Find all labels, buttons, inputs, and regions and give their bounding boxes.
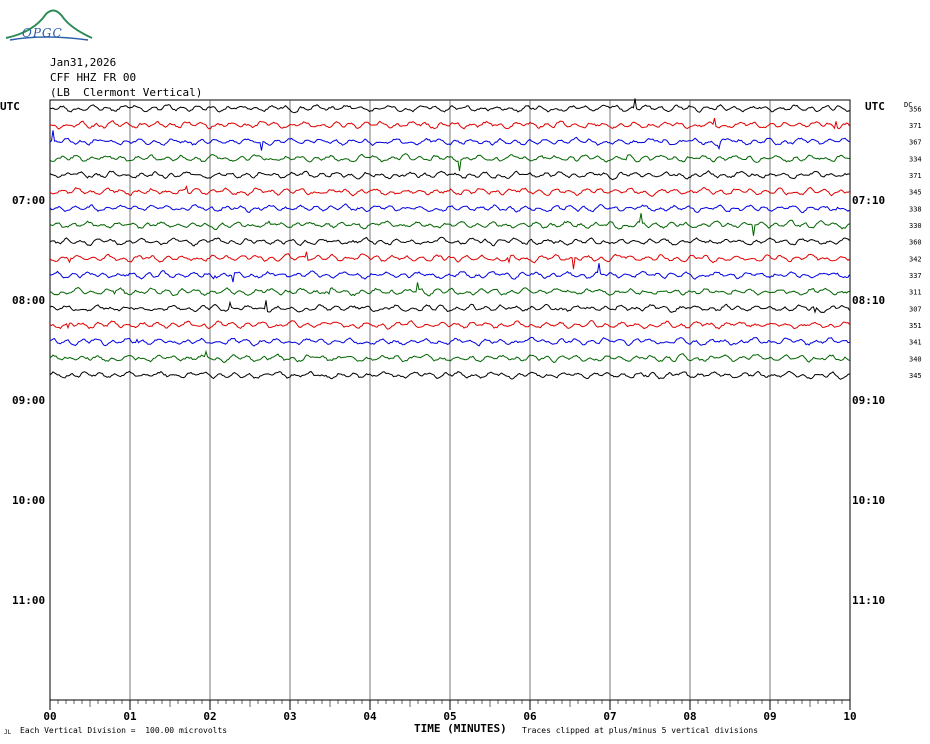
- x-tick-label: 04: [363, 710, 377, 723]
- seismic-trace: [49, 170, 850, 181]
- dc-value: 338: [909, 205, 922, 213]
- seismic-trace: [49, 117, 850, 130]
- right-hour-label: 11:10: [852, 594, 885, 607]
- dc-value: 345: [909, 189, 922, 197]
- x-tick-label: 09: [763, 710, 776, 723]
- x-tick-label: 05: [443, 710, 456, 723]
- x-axis-title: TIME (MINUTES): [414, 722, 507, 735]
- right-utc-label: UTC: [865, 100, 885, 113]
- plot-date: Jan31,2026: [50, 56, 117, 69]
- corner-mark: JL: [4, 729, 12, 736]
- x-tick-label: 06: [523, 710, 537, 723]
- seismic-trace: [49, 153, 850, 172]
- left-hour-label: 07:00: [12, 194, 45, 207]
- seismic-trace: [49, 98, 850, 114]
- x-tick-label: 07: [603, 710, 616, 723]
- dc-value: 334: [909, 155, 922, 163]
- left-utc-label: UTC: [0, 100, 20, 113]
- right-hour-label: 10:10: [852, 494, 885, 507]
- left-hour-label: 10:00: [12, 494, 45, 507]
- seismic-trace: [49, 349, 850, 364]
- dc-value: 360: [909, 239, 922, 247]
- dc-value: 367: [909, 139, 922, 147]
- dc-value: 330: [909, 222, 922, 230]
- seismic-trace: [49, 251, 850, 270]
- x-tick-label: 10: [843, 710, 856, 723]
- seismic-trace: [49, 185, 850, 197]
- seismic-trace: [49, 336, 850, 347]
- seismic-trace: [49, 300, 850, 314]
- seismic-trace: [49, 213, 850, 236]
- seismic-trace: [49, 130, 850, 151]
- dc-value: 356: [909, 105, 922, 113]
- dc-value: 307: [909, 305, 922, 313]
- left-hour-label: 11:00: [12, 594, 45, 607]
- left-hour-label: 08:00: [12, 294, 45, 307]
- clip-note: Traces clipped at plus/minus 5 vertical …: [522, 726, 759, 735]
- dc-value: 341: [909, 339, 922, 347]
- dc-value: 345: [909, 372, 922, 380]
- dc-value: 351: [909, 322, 922, 330]
- seismic-trace: [49, 282, 850, 297]
- seismic-trace: [49, 319, 850, 330]
- seismic-trace: [49, 203, 850, 214]
- dc-value: 342: [909, 255, 922, 263]
- seismic-trace: [49, 236, 850, 247]
- x-tick-label: 03: [283, 710, 296, 723]
- dc-value: 311: [909, 289, 922, 297]
- logo-text: OPGC: [22, 26, 63, 40]
- right-hour-label: 09:10: [852, 394, 885, 407]
- right-hour-label: 08:10: [852, 294, 885, 307]
- seismic-trace: [49, 263, 850, 283]
- logo-mountain-icon: [5, 9, 93, 41]
- dc-label: DC: [904, 101, 912, 109]
- station-location: (LB Clermont Vertical): [50, 86, 203, 99]
- station-code: CFF HHZ FR 00: [50, 71, 137, 84]
- left-hour-label: 09:00: [12, 394, 45, 407]
- x-tick-label: 00: [43, 710, 56, 723]
- dc-value: 337: [909, 272, 922, 280]
- dc-value: 371: [909, 172, 922, 180]
- scale-note: Each Vertical Division = 100.00 microvol…: [20, 726, 228, 735]
- x-tick-label: 02: [203, 710, 216, 723]
- dc-value: 371: [909, 122, 922, 130]
- x-tick-label: 01: [123, 710, 137, 723]
- seismic-trace: [49, 370, 850, 380]
- x-tick-label: 08: [683, 710, 696, 723]
- right-hour-label: 07:10: [852, 194, 885, 207]
- dc-value: 340: [909, 355, 922, 363]
